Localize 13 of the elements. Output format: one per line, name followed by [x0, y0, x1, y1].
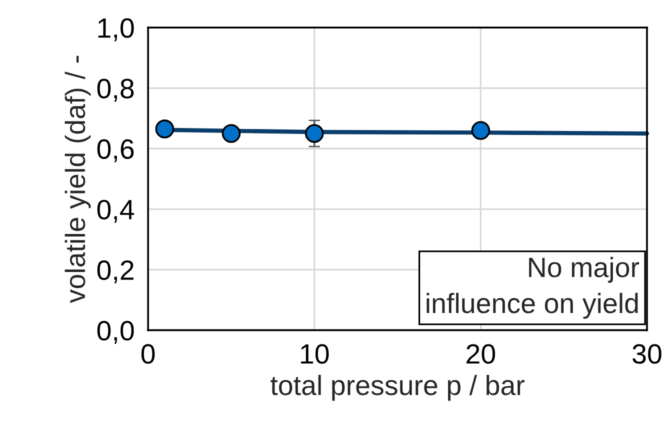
x-tick-label: 20: [466, 344, 496, 364]
x-axis-title: total pressure p / bar: [270, 374, 524, 401]
x-tick-label: 0: [141, 344, 155, 364]
y-tick-label: 0,8: [97, 78, 134, 102]
annotation: No major influence on yield: [426, 256, 640, 319]
y-tick-label: 1,0: [98, 18, 134, 42]
y-axis-title: volatile yield (daf) / -: [64, 56, 91, 304]
y-tick-label: 0,2: [97, 260, 134, 284]
y-tick-label: 0,0: [97, 320, 134, 344]
x-tick-label: 10: [301, 344, 329, 364]
y-tick-label: 0,6: [97, 139, 134, 162]
y-tick-label: 0,4: [97, 200, 134, 223]
x-tick-label: 30: [632, 344, 662, 364]
